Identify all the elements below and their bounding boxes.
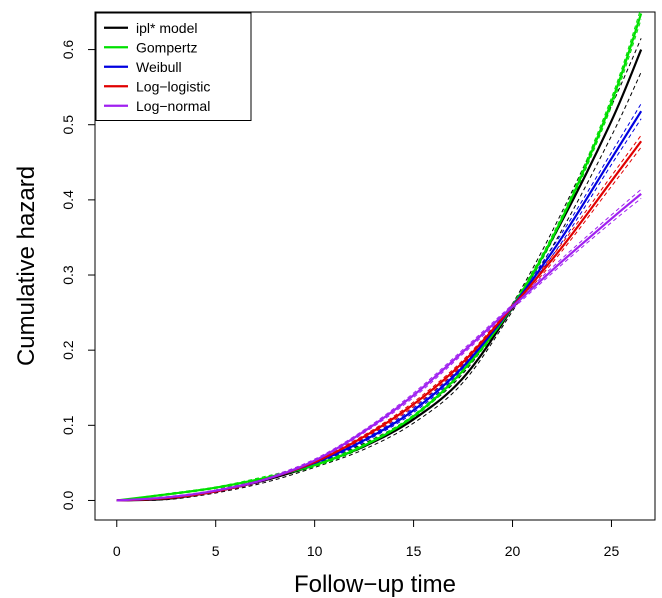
series-weibull-line (116, 110, 643, 502)
y-tick-label: 0.1 (60, 415, 76, 435)
x-axis-title: Follow−up time (294, 571, 456, 598)
y-tick-label: 0.4 (60, 190, 76, 210)
legend-label-weibull: Weibull (136, 59, 182, 75)
legend-label-gompertz: Gompertz (136, 39, 197, 55)
x-tick-label: 0 (113, 543, 121, 559)
legend-label-log-logistic: Log−logistic (136, 78, 210, 94)
series-log-logistic-ci-upper (116, 134, 642, 501)
legend-label-log-normal: Log−normal (136, 98, 210, 114)
series-weibull-ci-lower (116, 118, 642, 501)
x-tick-label: 5 (212, 543, 220, 559)
series-log-normal-line (116, 193, 642, 502)
y-axis-title: Cumulative hazard (13, 166, 40, 366)
x-tick-label: 10 (307, 543, 323, 559)
series-log-logistic-ci-lower (116, 146, 642, 501)
x-tick-label: 25 (604, 543, 620, 559)
series-log-normal-ci-lower (116, 197, 642, 501)
series-ipl-model-ci-lower (116, 71, 642, 502)
y-tick-label: 0.0 (60, 491, 76, 511)
y-tick-label: 0.6 (60, 40, 76, 60)
x-tick-label: 20 (505, 543, 521, 559)
series-log-logistic-line (116, 140, 643, 502)
series-gompertz-line (116, 13, 643, 502)
y-tick-label: 0.3 (60, 265, 76, 285)
series-weibull-ci-upper (116, 103, 642, 501)
x-tick-label: 15 (406, 543, 422, 559)
legend-label-ipl-model: ipl* model (136, 20, 197, 36)
y-tick-label: 0.5 (60, 115, 76, 135)
y-tick-label: 0.2 (60, 340, 76, 360)
